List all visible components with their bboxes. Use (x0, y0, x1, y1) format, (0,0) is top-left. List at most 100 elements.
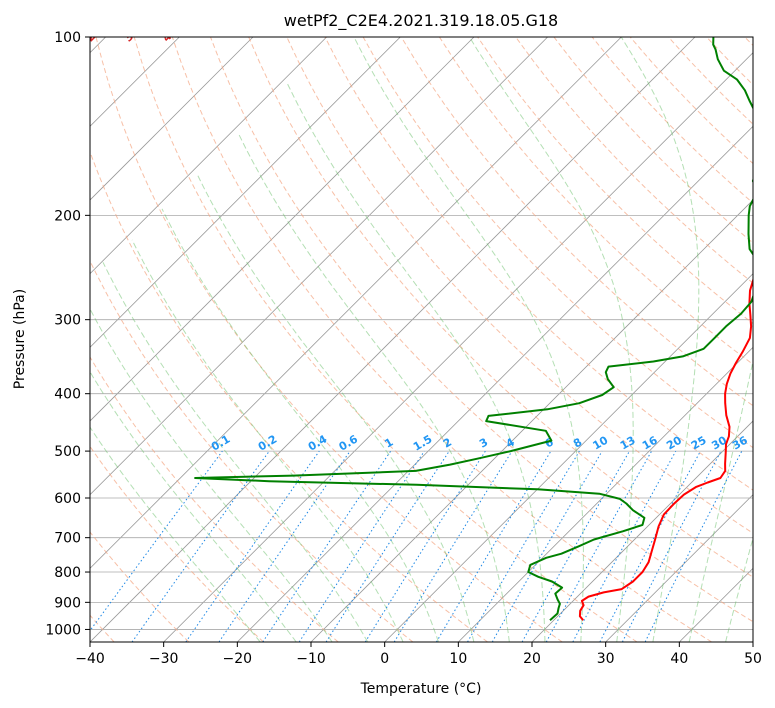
dry-adiabat-line (90, 150, 488, 642)
y-tick-label: 500 (54, 444, 81, 460)
mixing-ratio-label: 36 (730, 433, 750, 452)
moist-adiabat-label: 30 (122, 24, 142, 44)
dry-adiabat-line (90, 445, 264, 642)
profile-line (578, 277, 753, 621)
chart-title: wetPf2_C2E4.2021.319.18.05.G18 (284, 11, 558, 31)
isotherm-line (384, 273, 753, 642)
mixing-ratio-label: 3 (477, 436, 490, 451)
x-tick-label: 40 (670, 651, 688, 667)
dry-adiabat-line (210, 37, 753, 623)
y-axis-label: Pressure (hPa) (12, 289, 28, 389)
dry-adiabat-line (706, 37, 753, 86)
moist-adiabats (90, 37, 753, 642)
dry-adiabat-line (477, 37, 753, 325)
x-axis-label: Temperature (°C) (360, 681, 482, 697)
mixing-ratio-label: 0.2 (256, 433, 279, 454)
dry-adiabat-line (400, 37, 753, 407)
mixing-ratio-line (599, 450, 701, 642)
x-tick-label: 30 (597, 651, 615, 667)
mixing-ratio-line (325, 450, 450, 642)
dry-adiabat-line (591, 37, 753, 204)
mixing-ratio-label: 20 (664, 433, 684, 452)
mixing-ratio-label: 25 (689, 434, 709, 453)
moist-adiabat-line (90, 308, 333, 642)
dry-adiabat-line (553, 37, 753, 244)
x-tick-label: 20 (523, 651, 541, 667)
moist-adiabat-line (90, 370, 297, 642)
plot-frame (89, 36, 754, 643)
moist-adiabat-line (353, 37, 584, 642)
dry-adiabat-line (95, 37, 563, 642)
isotherm-line (90, 37, 401, 348)
y-tick-label: 300 (54, 313, 81, 329)
isotherm-line (90, 37, 696, 642)
y-tick-label: 400 (54, 387, 81, 403)
mixing-ratio-lines (90, 450, 743, 642)
x-tick-label: −30 (149, 651, 179, 667)
moist-adiabat-line (688, 358, 753, 642)
x-tick-label: 50 (744, 651, 762, 667)
moist-adiabat-line (725, 536, 753, 642)
dry-adiabat-line (324, 37, 753, 491)
isotherm-lines (90, 37, 753, 642)
mixing-ratio-line (545, 450, 653, 642)
mixing-ratio-line (644, 450, 743, 642)
moist-adiabat-label: 40 (160, 24, 180, 44)
y-tick-label: 900 (54, 595, 81, 611)
y-tick-label: 600 (54, 491, 81, 507)
mixing-ratio-line (621, 450, 722, 642)
mixing-ratio-line (298, 450, 425, 642)
moist-adiabat-line (469, 37, 634, 642)
y-tick-label: 100 (54, 30, 81, 46)
pressure-gridlines (90, 37, 753, 630)
y-tick-label: 1000 (45, 622, 81, 638)
isotherm-line (90, 37, 548, 496)
mixing-ratio-label: 0.4 (306, 432, 330, 453)
dry-adiabat-line (515, 37, 753, 284)
mixing-ratio-label: 0.6 (337, 432, 361, 453)
isotherm-line (531, 420, 753, 642)
mixing-ratio-label: 13 (618, 434, 638, 453)
mixing-ratio-line (131, 450, 270, 642)
mixing-ratio-line (435, 450, 552, 642)
dry-adiabats (90, 37, 753, 642)
mixing-ratio-line (185, 450, 320, 642)
mixing-ratio-label: 1.5 (411, 433, 434, 454)
isotherm-line (752, 641, 753, 642)
mixing-ratio-line (262, 450, 392, 642)
x-axis-ticks: −40 −30 −20 −10 0 10 20 30 40 50 (75, 642, 762, 667)
dry-adiabat-line (171, 37, 712, 642)
plot-area: 0.10.20.40.611.52346810131620253036-100-… (90, 24, 753, 642)
dry-adiabat-line (90, 356, 339, 642)
isotherm-line (90, 37, 254, 201)
moist-adiabat-line (237, 132, 510, 642)
x-tick-label: 0 (380, 651, 389, 667)
dry-adiabat-line (133, 37, 638, 642)
moist-adiabat-line (620, 37, 700, 642)
isotherm-line (90, 37, 475, 422)
dry-adiabat-line (90, 259, 414, 642)
mixing-ratio-line (90, 450, 223, 632)
isotherm-line (90, 37, 327, 275)
moist-adiabat-line (90, 426, 261, 642)
moist-adiabat-line (102, 262, 369, 642)
x-tick-label: 10 (449, 651, 467, 667)
moist-adiabat-line (131, 239, 404, 642)
isotherm-line (237, 125, 753, 642)
dry-adiabat-line (668, 37, 753, 125)
mixing-ratio-line (218, 450, 351, 642)
x-tick-label: −20 (223, 651, 253, 667)
moist-adiabat-line (287, 83, 546, 642)
x-tick-label: −40 (75, 651, 105, 667)
y-tick-label: 200 (54, 208, 81, 224)
mixing-ratio-label: 10 (591, 433, 611, 452)
profile-line (194, 37, 753, 622)
y-axis-ticks: 100 200 300 400 500 600 700 800 900 1000 (45, 30, 90, 638)
mixing-ratio-label: 0.1 (209, 433, 232, 454)
isotherm-line (605, 494, 753, 642)
dry-adiabat-line (90, 531, 190, 642)
y-tick-label: 700 (54, 531, 81, 547)
dry-adiabat-line (248, 37, 753, 578)
dry-adiabat-line (438, 37, 753, 366)
